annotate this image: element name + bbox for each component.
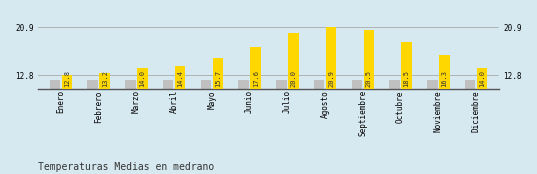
Bar — [276, 80, 287, 89]
Bar — [62, 75, 72, 89]
Bar — [477, 68, 487, 89]
Bar — [389, 80, 400, 89]
Text: 14.0: 14.0 — [140, 70, 146, 87]
Text: 13.2: 13.2 — [102, 70, 108, 87]
Bar — [99, 73, 110, 89]
Bar — [163, 80, 173, 89]
Bar — [250, 47, 261, 89]
Bar — [401, 42, 412, 89]
Text: 12.8: 12.8 — [64, 70, 70, 87]
Text: 17.6: 17.6 — [253, 70, 259, 87]
Bar — [88, 80, 98, 89]
Text: 20.0: 20.0 — [291, 70, 296, 87]
Text: Temperaturas Medias en medrano: Temperaturas Medias en medrano — [38, 162, 214, 172]
Bar — [175, 66, 185, 89]
Bar — [439, 54, 449, 89]
Bar — [314, 80, 324, 89]
Bar — [427, 80, 438, 89]
Bar — [238, 80, 249, 89]
Text: 15.7: 15.7 — [215, 70, 221, 87]
Text: 20.5: 20.5 — [366, 70, 372, 87]
Bar — [465, 80, 475, 89]
Text: 20.9: 20.9 — [328, 70, 334, 87]
Bar — [288, 33, 299, 89]
Text: 14.4: 14.4 — [177, 70, 183, 87]
Bar — [213, 58, 223, 89]
Text: 18.5: 18.5 — [404, 70, 410, 87]
Bar — [364, 30, 374, 89]
Bar — [326, 27, 336, 89]
Bar — [50, 80, 60, 89]
Bar — [201, 80, 211, 89]
Bar — [137, 68, 148, 89]
Bar — [352, 80, 362, 89]
Bar — [125, 80, 136, 89]
Text: 16.3: 16.3 — [441, 70, 447, 87]
Text: 14.0: 14.0 — [479, 70, 485, 87]
